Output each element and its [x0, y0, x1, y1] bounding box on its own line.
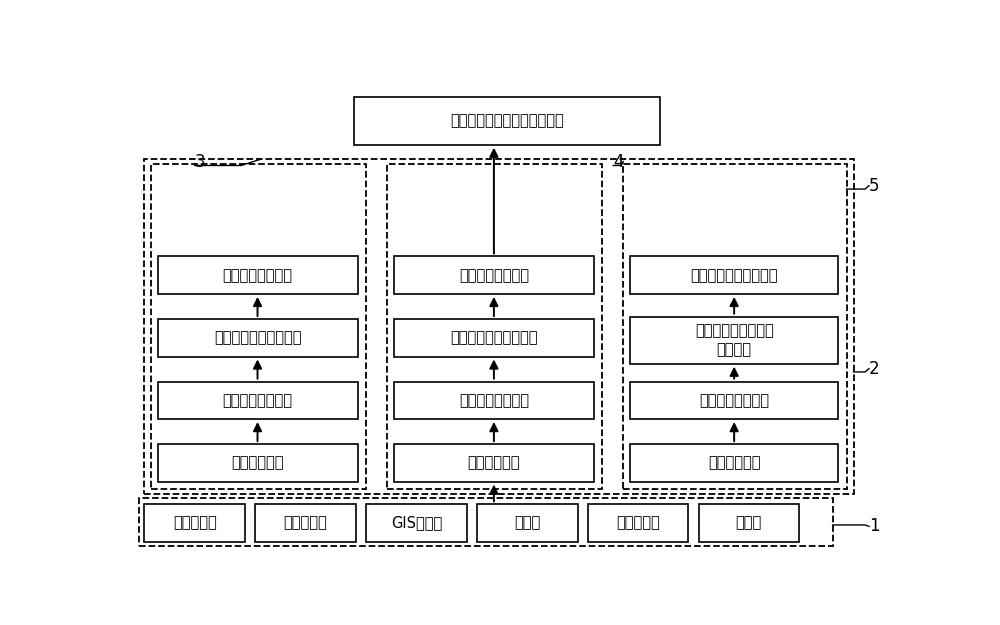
Bar: [630, 317, 838, 364]
Bar: [158, 444, 358, 482]
Text: 4: 4: [613, 152, 624, 171]
Bar: [158, 256, 358, 294]
Text: 时空变化叠加分析模块: 时空变化叠加分析模块: [690, 268, 778, 282]
Bar: [394, 256, 594, 294]
Text: 空间叠加分析模块: 空间叠加分析模块: [459, 268, 529, 282]
Bar: [151, 164, 366, 489]
Text: 故障数据库: 故障数据库: [616, 516, 660, 531]
Text: 规则库: 规则库: [736, 516, 762, 531]
Bar: [144, 504, 245, 542]
Text: 2: 2: [869, 359, 880, 378]
Bar: [630, 381, 838, 419]
Text: 决策库: 决策库: [514, 516, 540, 531]
Text: 全景多维时空变化层
叠加模块: 全景多维时空变化层 叠加模块: [695, 323, 774, 357]
Text: 时间叠加分析模块: 时间叠加分析模块: [223, 268, 293, 282]
Bar: [477, 504, 578, 542]
Text: 1: 1: [869, 518, 880, 536]
Text: 多维度全景视图叠加展示模块: 多维度全景视图叠加展示模块: [450, 113, 564, 128]
Bar: [158, 381, 358, 419]
Bar: [630, 444, 838, 482]
Text: 第二对时模块: 第二对时模块: [468, 456, 520, 471]
Text: 3: 3: [195, 152, 205, 171]
Bar: [158, 319, 358, 356]
Bar: [394, 381, 594, 419]
Text: 第三叠加策略模块: 第三叠加策略模块: [699, 393, 769, 408]
Bar: [387, 164, 602, 489]
Text: 第一对时模块: 第一对时模块: [231, 456, 284, 471]
Bar: [394, 444, 594, 482]
Bar: [354, 97, 660, 145]
Bar: [630, 256, 838, 294]
Text: 第三对时模块: 第三对时模块: [708, 456, 760, 471]
Text: 第二叠加策略模块: 第二叠加策略模块: [459, 393, 529, 408]
Bar: [366, 504, 467, 542]
Bar: [255, 504, 356, 542]
Text: 实时数据库: 实时数据库: [173, 516, 217, 531]
Text: 时序数据库: 时序数据库: [284, 516, 327, 531]
Bar: [623, 164, 847, 489]
Bar: [139, 498, 833, 546]
Text: 第一叠加策略模块: 第一叠加策略模块: [223, 393, 293, 408]
Text: 全景多维时间叠加模块: 全景多维时间叠加模块: [214, 330, 301, 345]
Text: GIS数据库: GIS数据库: [391, 516, 442, 531]
Bar: [588, 504, 688, 542]
Text: 5: 5: [869, 177, 880, 195]
Text: 全景多维空间叠加模块: 全景多维空间叠加模块: [450, 330, 538, 345]
Bar: [698, 504, 799, 542]
Bar: [144, 159, 854, 494]
Bar: [394, 319, 594, 356]
